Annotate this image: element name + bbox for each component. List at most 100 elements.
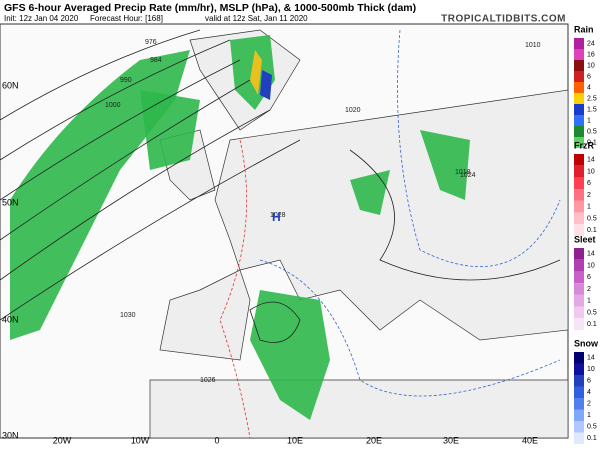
legend-swatch [574,104,584,115]
legend-swatch [574,271,584,284]
isobar [0,139,301,321]
legend-label: 6 [587,378,591,385]
lon-label: 20E [366,435,382,445]
lon-label: 30E [443,435,459,445]
map-labels: 60N 50N 40N 30N 20W 10W 0 10E 20E 30E 40E 1020 1028 1… [2,39,541,446]
legend-title: Snow [574,338,599,348]
legend-swatch [574,224,584,236]
legend-swatch [574,248,584,260]
legend-swatch [574,306,584,319]
init: Init: 12z Jan 04 2020 [4,14,79,23]
isobar [0,79,251,241]
valid: valid at 12z Sat, Jan 11 2020 [205,14,308,23]
lat-label: 60N [2,80,19,90]
isobar [0,59,241,201]
isobar [0,39,231,161]
legend: Rain241610642.51.510.50.1FrzR14106210.50… [574,24,599,444]
legend-swatch [574,386,584,398]
legend-swatch [574,283,584,295]
legend-swatch [574,200,584,213]
legend-swatch [574,398,584,410]
legend-swatch [574,71,584,82]
title: GFS 6-hour Averaged Precip Rate (mm/hr),… [4,2,416,14]
high-marker: H [272,210,281,224]
legend-swatch [574,154,584,166]
lon-label: 10E [287,435,303,445]
legend-label: 0.5 [587,128,597,135]
legend-label: 2 [587,192,591,199]
contour-label: 984 [150,57,162,64]
legend-swatch [574,212,584,225]
site: TROPICALTIDBITS.COM [441,14,566,25]
legend-swatch [574,363,584,375]
legend-label: 0.5 [587,215,597,222]
legend-label: 4 [587,389,591,396]
precip-heavy [260,70,272,100]
contour-label: 976 [145,39,157,46]
legend-label: 14 [587,251,595,258]
legend-label: 0.1 [587,435,597,442]
legend-label: 1.5 [587,106,597,113]
legend-label: 0.5 [587,424,597,431]
legend-swatch [574,82,584,93]
legend-swatch [574,38,584,49]
legend-label: 1 [587,117,591,124]
isobar [0,109,271,281]
lat-label: 40N [2,314,19,324]
legend-swatch [574,259,584,272]
legend-label: 2.5 [587,95,597,102]
isobar [249,301,301,343]
legend-label: 10 [587,262,595,269]
contour-label: 1024 [460,172,476,179]
legend-swatch [574,421,584,433]
lon-label: 40E [522,435,538,445]
legend-swatch [574,189,584,201]
isobar [349,149,561,281]
legend-swatch [574,93,584,104]
legend-swatch [574,177,584,190]
legend-swatch [574,409,584,421]
lat-label: 50N [2,197,19,207]
legend-label: 16 [587,51,595,58]
legend-label: 14 [587,355,595,362]
legend-label: 0.1 [587,227,597,234]
legend-swatch [574,375,584,387]
thickness [219,139,251,439]
contour-label: 1018 [455,169,471,176]
lon-label: 0 [214,435,219,445]
lon-label: 10W [131,435,150,445]
legend-label: 1 [587,204,591,211]
legend-label: 6 [587,180,591,187]
lon-label: 20W [53,435,72,445]
legend-label: 0.1 [587,139,597,146]
legend-swatch [574,115,584,126]
precip [140,90,200,170]
legend-label: 2 [587,401,591,408]
legend-label: 1 [587,412,591,419]
legend-label: 24 [587,40,595,47]
contour-label: 1010 [525,42,541,49]
legend-label: 0.1 [587,321,597,328]
legend-swatch [574,165,584,178]
contour-label: 1000 [105,102,121,109]
legend-title: Rain [574,24,594,34]
contour-label: 990 [120,77,132,84]
legend-label: 4 [587,84,591,91]
contour-label: 1026 [200,377,216,384]
isobar [0,29,201,121]
legend-label: 1 [587,298,591,305]
legend-swatch [574,60,584,71]
precip-heavy [250,50,262,95]
legend-label: 2 [587,286,591,293]
precip [420,130,470,200]
contour-label: 1028 [270,212,286,219]
precip [350,170,390,215]
map [0,23,569,439]
thickness [397,29,561,267]
africa [149,379,569,439]
legend-label: 6 [587,274,591,281]
legend-swatch [574,432,584,444]
precip [250,290,330,420]
legend-swatch [574,126,584,137]
